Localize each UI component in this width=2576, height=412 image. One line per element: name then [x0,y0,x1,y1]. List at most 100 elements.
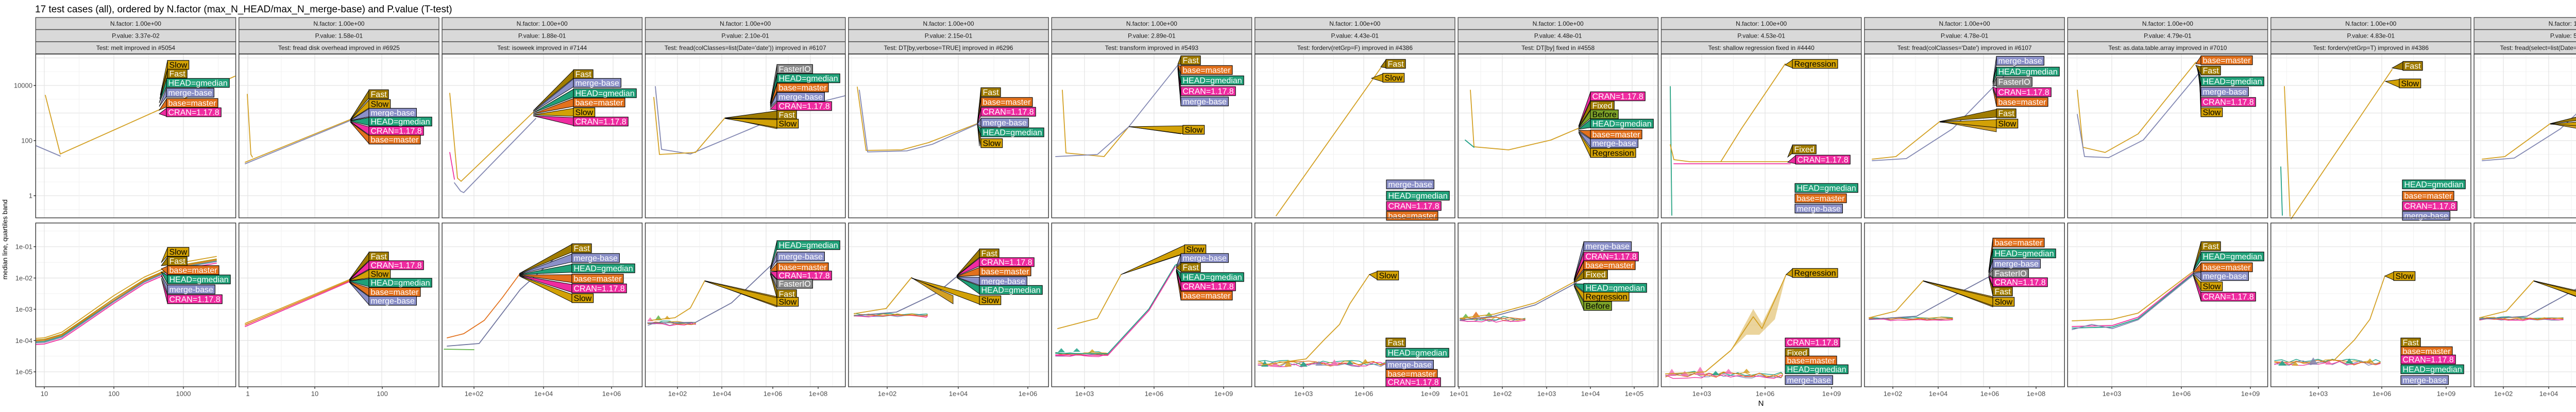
svg-text:P.value: 4.78e-01: P.value: 4.78e-01 [1941,32,1989,40]
svg-text:Fast: Fast [981,250,998,259]
svg-text:1e+03: 1e+03 [2309,390,2328,398]
svg-text:P.value: 4.53e-01: P.value: 4.53e-01 [1737,32,1785,40]
svg-text:Fast: Fast [2203,243,2219,251]
svg-text:merge-base: merge-base [1797,205,1841,214]
svg-text:1e-02: 1e-02 [15,274,32,282]
svg-text:merge-base: merge-base [1183,98,1227,107]
svg-text:merge-base: merge-base [2203,272,2247,281]
svg-text:N.factor: 1.00e+00: N.factor: 1.00e+00 [720,20,771,27]
svg-text:1e+06: 1e+06 [602,390,621,398]
svg-text:HEAD=gmedian: HEAD=gmedian [1388,192,1448,201]
svg-text:1e+03: 1e+03 [1075,390,1094,398]
svg-text:merge-base: merge-base [2403,376,2447,385]
svg-text:1e+03: 1e+03 [2103,390,2122,398]
svg-text:N.factor: 1.00e+00: N.factor: 1.00e+00 [1939,20,1990,27]
svg-text:CRAN=1.17.8: CRAN=1.17.8 [1388,202,1439,211]
svg-text:1: 1 [29,192,32,200]
svg-text:CRAN=1.17.8: CRAN=1.17.8 [981,259,1032,267]
svg-text:1e+04: 1e+04 [713,390,732,398]
svg-text:Fast: Fast [574,245,590,253]
svg-text:Test: fread(select=list(Date=': Test: fread(select=list(Date='date')) im… [2500,44,2576,52]
svg-text:P.value: 5.19e-01: P.value: 5.19e-01 [2550,32,2576,40]
svg-text:HEAD=gmedian: HEAD=gmedian [1586,284,1645,293]
svg-text:Slow: Slow [170,61,188,70]
svg-text:Fast: Fast [1998,110,2015,118]
svg-text:HEAD=gmedian: HEAD=gmedian [168,79,228,88]
svg-text:100: 100 [108,390,120,398]
svg-text:Fast: Fast [1183,264,1199,272]
svg-text:10000: 10000 [14,82,32,90]
svg-text:1e+04: 1e+04 [534,390,553,398]
svg-text:1e+06: 1e+06 [2172,390,2191,398]
svg-text:CRAN=1.17.8: CRAN=1.17.8 [2203,98,2254,107]
svg-text:P.value: 4.43e-01: P.value: 4.43e-01 [1331,32,1379,40]
svg-text:1e+09: 1e+09 [1421,390,1440,398]
svg-text:1e+06: 1e+06 [1980,390,1999,398]
svg-text:FasterIO: FasterIO [1994,270,2026,279]
svg-text:HEAD=gmedian: HEAD=gmedian [575,90,635,98]
svg-text:HEAD=gmedian: HEAD=gmedian [1388,349,1447,358]
svg-text:FasterIO: FasterIO [778,65,810,74]
svg-text:1e+04: 1e+04 [949,390,968,398]
svg-text:1e+09: 1e+09 [1822,390,1841,398]
svg-text:Test: as.data.table.array impr: Test: as.data.table.array improved in #7… [2108,44,2227,52]
svg-text:N: N [1758,399,1764,408]
svg-text:Slow: Slow [2401,80,2419,89]
svg-text:base=master: base=master [779,264,827,272]
svg-text:1e+06: 1e+06 [1019,390,1038,398]
svg-text:base=master: base=master [779,84,827,93]
svg-text:Fixed: Fixed [1586,271,1606,280]
svg-text:1e-01: 1e-01 [15,243,32,251]
svg-text:Slow: Slow [2396,272,2414,281]
svg-text:N.factor: 1.00e+00: N.factor: 1.00e+00 [110,20,161,27]
svg-text:Test: fread(colClasses='Date'): Test: fread(colClasses='Date') improved … [1897,44,2032,52]
svg-text:Test: melt improved in #5054: Test: melt improved in #5054 [96,44,176,52]
svg-text:Fixed: Fixed [1794,146,1815,154]
svg-text:N.factor: 1.00e+00: N.factor: 1.00e+00 [517,20,568,27]
svg-text:CRAN=1.17.8: CRAN=1.17.8 [779,102,830,111]
svg-text:1e+04: 1e+04 [1929,390,1948,398]
svg-text:HEAD=gmedian: HEAD=gmedian [1998,68,2058,77]
svg-text:Fast: Fast [1388,60,1404,69]
svg-text:N.factor: 1.00e+00: N.factor: 1.00e+00 [2549,20,2576,27]
svg-text:base=master: base=master [574,275,622,284]
svg-text:Slow: Slow [575,109,594,117]
svg-text:HEAD=gmedian: HEAD=gmedian [1183,77,1242,85]
svg-text:CRAN=1.17.8: CRAN=1.17.8 [983,108,1034,117]
svg-text:base=master: base=master [1998,98,2047,107]
svg-text:merge-base: merge-base [1995,260,2039,269]
svg-text:Fast: Fast [575,71,592,79]
svg-text:1e+09: 1e+09 [1214,390,1233,398]
svg-text:Fast: Fast [2405,62,2421,71]
svg-text:1e+02: 1e+02 [1884,390,1903,398]
svg-text:base=master: base=master [371,136,419,145]
svg-text:CRAN=1.17.8: CRAN=1.17.8 [2404,202,2455,211]
svg-text:CRAN=1.17.8: CRAN=1.17.8 [1388,379,1439,387]
svg-text:base=master: base=master [371,288,419,297]
svg-text:CRAN=1.17.8: CRAN=1.17.8 [1592,93,1643,101]
svg-text:base=master: base=master [2403,348,2451,356]
svg-text:base=master: base=master [2203,264,2251,272]
svg-text:Slow: Slow [1998,120,2016,129]
svg-text:Test: forderv(retGrp=F) improv: Test: forderv(retGrp=F) improved in #438… [1297,44,1413,52]
svg-text:CRAN=1.17.8: CRAN=1.17.8 [1995,279,2046,287]
svg-text:Fast: Fast [1388,339,1404,348]
svg-text:100: 100 [21,137,32,145]
svg-text:1e+02: 1e+02 [1493,390,1512,398]
svg-text:1e+02: 1e+02 [878,390,897,398]
svg-text:N.factor: 1.00e+00: N.factor: 1.00e+00 [923,20,974,27]
svg-text:CRAN=1.17.8: CRAN=1.17.8 [1183,283,1234,291]
svg-text:base=master: base=master [1183,292,1231,301]
svg-text:1e-03: 1e-03 [15,305,32,313]
svg-text:Slow: Slow [1185,126,1203,135]
svg-text:merge-base: merge-base [981,278,1025,286]
svg-text:Test: fread disk overhead impr: Test: fread disk overhead improved in #6… [278,44,400,52]
svg-text:Fast: Fast [371,91,387,99]
svg-text:merge-base: merge-base [170,286,213,295]
svg-text:1e+04: 1e+04 [1581,390,1600,398]
svg-text:Fixed: Fixed [1592,102,1613,111]
svg-text:Slow: Slow [574,295,592,303]
svg-text:Test: transform improved in #5: Test: transform improved in #5493 [1105,44,1199,52]
svg-text:merge-base: merge-base [2404,212,2448,221]
svg-text:Regression: Regression [1794,60,1836,69]
